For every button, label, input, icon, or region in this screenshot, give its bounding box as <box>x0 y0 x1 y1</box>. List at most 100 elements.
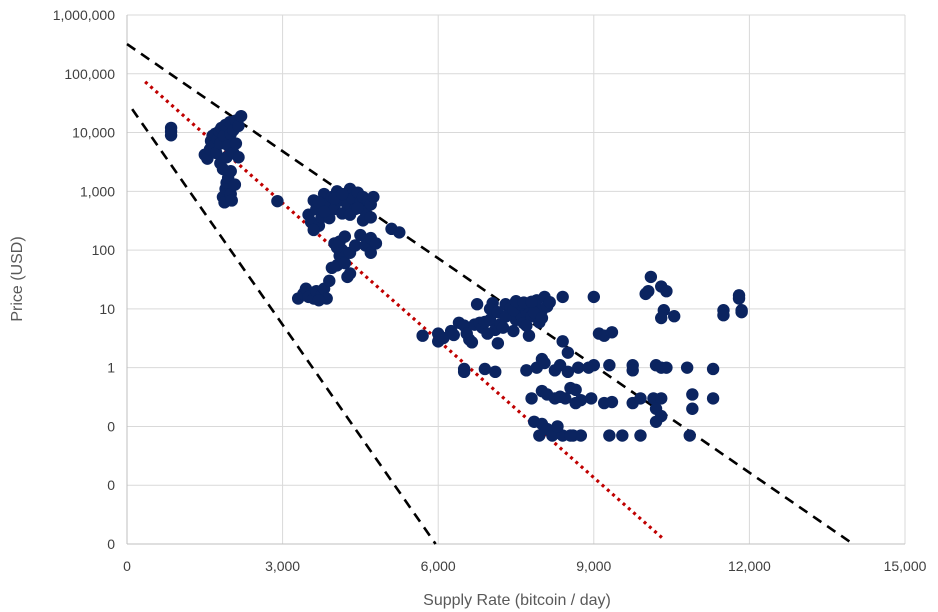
data-point <box>655 311 668 325</box>
y-tick-label: 1,000 <box>80 183 115 199</box>
grid-lines <box>127 14 906 544</box>
data-point <box>457 365 471 379</box>
data-point <box>271 194 284 208</box>
data-point <box>393 226 406 239</box>
data-point <box>164 129 178 142</box>
data-point <box>667 310 681 323</box>
data-point <box>520 364 533 377</box>
data-point <box>706 392 720 405</box>
x-tick-labels: 0 3,000 6,000 9,000 12,000 15,000 <box>123 558 927 574</box>
data-point <box>569 383 582 397</box>
data-point <box>483 313 497 327</box>
data-point <box>520 319 533 332</box>
y-tick-label: 100 <box>92 242 116 258</box>
data-point <box>686 388 699 401</box>
data-point <box>351 201 365 215</box>
data-point <box>553 359 567 372</box>
data-point <box>201 152 214 165</box>
data-point <box>364 211 377 224</box>
data-point <box>507 324 520 338</box>
data-point <box>525 295 538 309</box>
data-point <box>232 151 245 164</box>
data-point <box>616 429 629 442</box>
data-point <box>307 223 320 237</box>
data-point <box>735 305 748 319</box>
reference-lines <box>126 43 854 546</box>
data-point <box>572 361 585 374</box>
upper-bound-line <box>126 43 854 546</box>
y-tick-label: 100,000 <box>64 66 115 82</box>
data-point <box>538 356 551 370</box>
axes <box>126 15 905 545</box>
data-point <box>525 392 538 405</box>
data-point <box>634 392 647 405</box>
data-point <box>533 429 546 442</box>
data-point <box>336 187 349 201</box>
data-point <box>496 321 510 334</box>
data-point <box>603 359 616 372</box>
data-point <box>478 362 492 376</box>
y-tick-label: 0 <box>107 536 115 552</box>
y-tick-labels: 0 0 0 1 10 100 1,000 10,000 100,000 1,000,000 <box>53 7 116 552</box>
data-point <box>312 294 326 307</box>
x-tick-label: 15,000 <box>884 558 927 574</box>
data-point <box>585 392 598 405</box>
data-point <box>546 429 559 442</box>
data-point <box>317 205 331 218</box>
x-axis-label: Supply Rate (bitcoin / day) <box>423 592 611 609</box>
data-point <box>416 329 429 342</box>
y-tick-label: 0 <box>107 477 115 493</box>
data-point <box>717 309 730 322</box>
x-tick-label: 0 <box>123 558 131 574</box>
data-point <box>551 420 564 433</box>
data-point <box>644 270 658 284</box>
trend-line <box>144 80 665 541</box>
data-point <box>522 329 536 342</box>
data-point <box>349 239 362 252</box>
data-point <box>354 228 367 242</box>
data-point <box>369 237 383 250</box>
data-point <box>574 429 588 442</box>
data-point <box>228 178 242 191</box>
data-point <box>225 194 238 207</box>
data-point <box>447 328 460 342</box>
data-point <box>491 337 505 350</box>
data-point <box>367 190 380 204</box>
data-point <box>470 298 484 311</box>
data-point <box>686 402 699 415</box>
data-point <box>232 119 245 133</box>
y-tick-label: 10 <box>99 301 115 317</box>
data-point <box>626 364 639 377</box>
data-point <box>605 395 619 409</box>
data-point <box>338 230 352 243</box>
data-point <box>338 256 352 270</box>
x-tick-label: 12,000 <box>728 558 771 574</box>
data-point <box>605 326 619 339</box>
data-point <box>556 335 569 348</box>
data-point <box>649 415 663 428</box>
data-point <box>732 292 746 305</box>
data-point <box>569 396 582 410</box>
x-tick-label: 6,000 <box>421 558 456 574</box>
data-point <box>660 284 673 298</box>
data-point <box>642 284 655 298</box>
data-point <box>559 392 572 405</box>
data-point <box>343 267 357 280</box>
data-point <box>556 290 569 304</box>
data-point <box>489 365 502 379</box>
data-point <box>224 165 237 178</box>
data-point <box>229 137 243 150</box>
data-point <box>323 274 336 288</box>
data-point <box>603 429 616 442</box>
data-point <box>234 109 248 123</box>
data-point <box>706 362 720 376</box>
data-point <box>210 146 223 160</box>
y-axis-label: Price (USD) <box>9 236 26 321</box>
data-point <box>543 295 556 309</box>
data-point <box>683 429 696 442</box>
data-point <box>312 196 326 209</box>
x-tick-label: 3,000 <box>265 558 300 574</box>
data-point <box>587 290 600 304</box>
data-point <box>634 429 647 442</box>
